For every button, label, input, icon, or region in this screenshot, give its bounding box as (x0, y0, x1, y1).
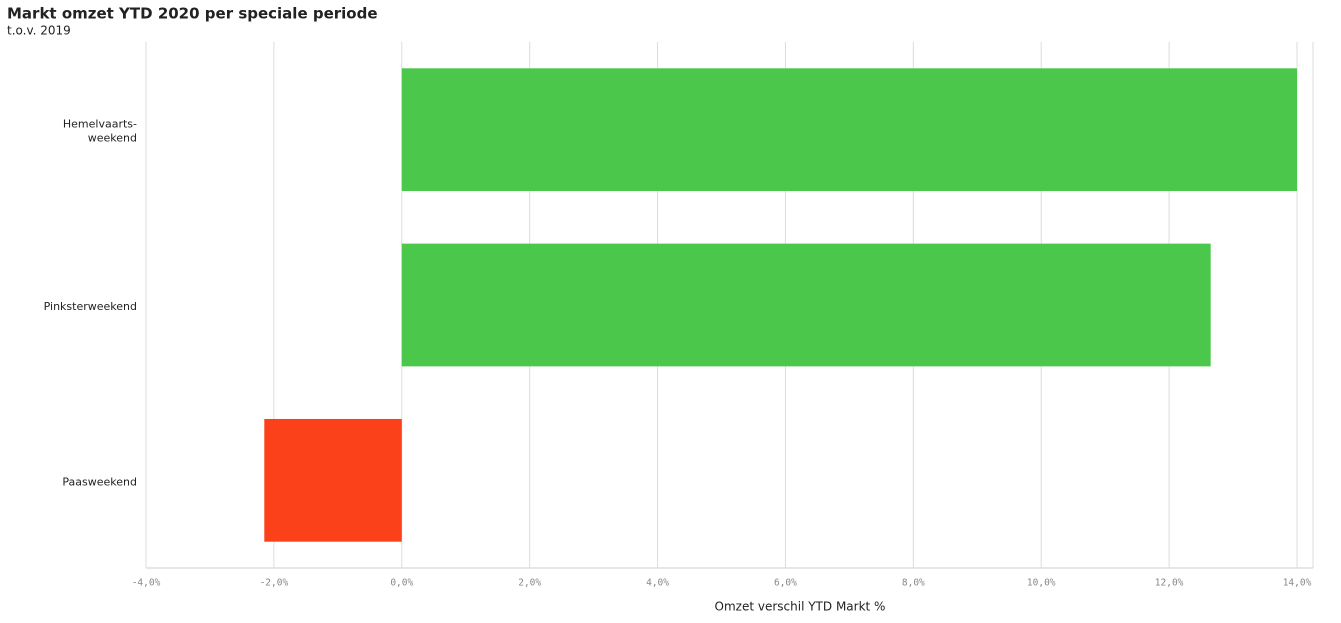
x-tick-label: 10,0% (1027, 578, 1056, 589)
chart-title: Markt omzet YTD 2020 per speciale period… (7, 5, 378, 23)
x-tick-label: 0,0% (390, 578, 413, 589)
y-tick-label: Pinksterweekend (44, 300, 137, 313)
bar (401, 243, 1211, 367)
x-tick-label: 4,0% (646, 578, 669, 589)
chart-subtitle: t.o.v. 2019 (7, 24, 71, 38)
bar (401, 68, 1297, 192)
y-tick-label: Paasweekend (62, 475, 137, 488)
x-tick-label: 14,0% (1283, 578, 1312, 589)
x-tick-label: 8,0% (902, 578, 925, 589)
x-tick-label: -4,0% (132, 578, 161, 589)
y-tick-label: Hemelvaarts-weekend (63, 118, 137, 145)
x-tick-label: 12,0% (1155, 578, 1184, 589)
bar (264, 418, 402, 542)
x-tick-label: -2,0% (260, 578, 289, 589)
x-tick-label: 6,0% (774, 578, 797, 589)
x-axis-title: Omzet verschil YTD Markt % (715, 600, 886, 614)
x-tick-label: 2,0% (518, 578, 541, 589)
